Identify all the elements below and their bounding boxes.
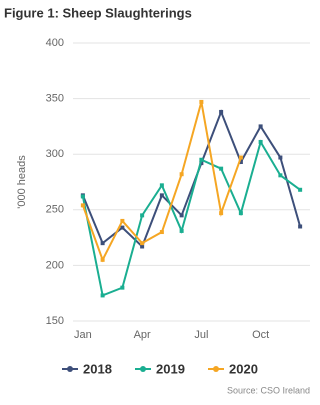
- series-line: [81, 139, 301, 297]
- point: [120, 285, 125, 290]
- point: [179, 213, 184, 218]
- legend-label: 2018: [83, 361, 112, 376]
- point: [238, 211, 243, 216]
- x-tick-label: Jan: [74, 329, 92, 341]
- point: [298, 187, 303, 192]
- point: [278, 155, 283, 160]
- point: [100, 293, 105, 298]
- point: [80, 194, 85, 199]
- y-tick-label: 150: [46, 315, 64, 327]
- point: [159, 230, 164, 235]
- x-tick-label: Jul: [194, 329, 208, 341]
- point: [179, 228, 184, 233]
- legend-marker: [213, 366, 219, 372]
- legend-marker: [140, 366, 146, 372]
- y-axis-title: '000 heads: [16, 155, 28, 209]
- point: [140, 241, 145, 246]
- point: [258, 139, 263, 144]
- point: [199, 99, 204, 104]
- point: [238, 159, 243, 164]
- point: [120, 218, 125, 223]
- point: [80, 203, 85, 208]
- point: [140, 213, 145, 218]
- point: [238, 155, 243, 160]
- series-line: [81, 109, 302, 249]
- y-tick-label: 400: [46, 37, 64, 49]
- y-tick-label: 300: [46, 148, 64, 160]
- source: Source: CSO Ireland: [227, 385, 310, 395]
- x-tick-label: Oct: [252, 329, 269, 341]
- point: [100, 257, 105, 262]
- chart-title: Figure 1: Sheep Slaughterings: [4, 5, 192, 20]
- point: [219, 211, 224, 216]
- point: [219, 166, 224, 171]
- point: [219, 109, 224, 114]
- legend-label: 2019: [156, 361, 185, 376]
- point: [159, 183, 164, 188]
- legend-label: 2020: [229, 361, 258, 376]
- point: [199, 157, 204, 162]
- y-tick-label: 350: [46, 93, 64, 105]
- point: [179, 172, 184, 177]
- point: [258, 124, 263, 129]
- point: [100, 241, 105, 246]
- x-tick-label: Apr: [134, 329, 151, 341]
- y-tick-label: 200: [46, 259, 64, 271]
- point: [120, 225, 125, 230]
- series-line: [81, 101, 242, 263]
- point: [298, 224, 303, 229]
- y-tick-label: 250: [46, 204, 64, 216]
- legend-marker: [67, 366, 73, 372]
- point: [159, 193, 164, 198]
- point: [278, 173, 283, 178]
- point: [140, 244, 145, 249]
